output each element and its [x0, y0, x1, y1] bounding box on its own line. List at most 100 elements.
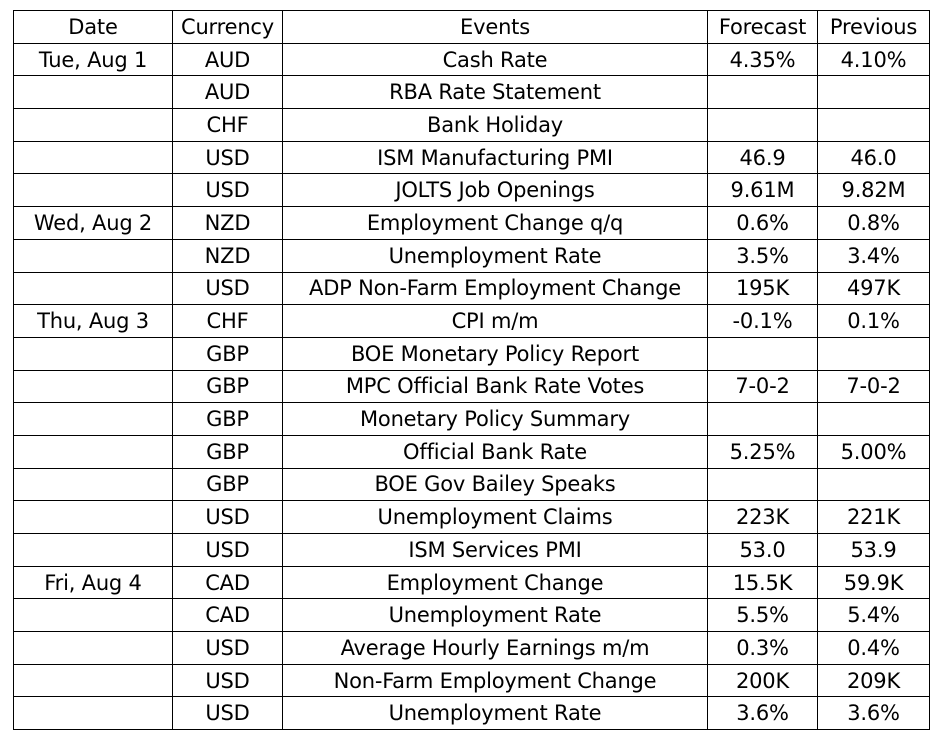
previous-cell: 3.4% — [817, 238, 930, 273]
header-forecast: Forecast — [707, 10, 818, 44]
event-cell: Bank Holiday — [282, 108, 708, 142]
currency-cell: GBP — [172, 402, 283, 436]
previous-cell: 221K — [817, 500, 930, 534]
forecast-cell: 223K — [707, 500, 818, 534]
date-cell — [13, 631, 173, 665]
previous-cell: 53.9 — [817, 533, 930, 567]
date-cell — [13, 75, 173, 110]
event-cell: MPC Official Bank Rate Votes — [282, 369, 708, 404]
event-cell: BOE Gov Bailey Speaks — [282, 467, 708, 502]
currency-cell: USD — [172, 173, 283, 208]
event-cell: ISM Services PMI — [282, 533, 708, 567]
table-row: AUD RBA Rate Statement — [13, 75, 930, 110]
date-cell — [13, 238, 173, 273]
forecast-cell: 9.61M — [707, 173, 818, 208]
event-cell: Employment Change q/q — [282, 206, 708, 240]
currency-cell: NZD — [172, 238, 283, 273]
date-cell — [13, 336, 173, 371]
date-cell: Fri, Aug 4 — [13, 565, 173, 600]
table-row: Thu, Aug 3 CHF CPI m/m -0.1% 0.1% — [13, 304, 930, 338]
previous-cell: 9.82M — [817, 173, 930, 208]
date-cell — [13, 533, 173, 567]
forecast-cell: 5.25% — [707, 434, 818, 469]
forecast-cell: 46.9 — [707, 140, 818, 175]
currency-cell: NZD — [172, 206, 283, 240]
economic-calendar-table: Date Currency Events Forecast Previous T… — [13, 10, 930, 731]
previous-cell: 46.0 — [817, 140, 930, 175]
date-cell — [13, 369, 173, 404]
currency-cell: AUD — [172, 42, 283, 77]
currency-cell: USD — [172, 140, 283, 175]
currency-cell: USD — [172, 631, 283, 665]
forecast-cell: 15.5K — [707, 565, 818, 600]
date-cell: Wed, Aug 2 — [13, 206, 173, 240]
previous-cell: 0.4% — [817, 631, 930, 665]
currency-cell: USD — [172, 696, 283, 731]
event-cell: Official Bank Rate — [282, 434, 708, 469]
header-date: Date — [13, 10, 173, 44]
event-cell: ISM Manufacturing PMI — [282, 140, 708, 175]
date-cell — [13, 500, 173, 534]
date-cell: Tue, Aug 1 — [13, 42, 173, 77]
event-cell: RBA Rate Statement — [282, 75, 708, 110]
header-currency: Currency — [172, 10, 283, 44]
previous-cell: 3.6% — [817, 696, 930, 731]
table-row: CHF Bank Holiday — [13, 108, 930, 142]
table-row: GBP Monetary Policy Summary — [13, 402, 930, 436]
previous-cell — [817, 108, 930, 142]
table-row: USD Average Hourly Earnings m/m 0.3% 0.4% — [13, 631, 930, 665]
date-cell — [13, 598, 173, 633]
currency-cell: GBP — [172, 336, 283, 371]
currency-cell: CHF — [172, 304, 283, 338]
event-cell: Employment Change — [282, 565, 708, 600]
previous-cell: 4.10% — [817, 42, 930, 77]
forecast-cell: 3.6% — [707, 696, 818, 731]
forecast-cell: 195K — [707, 271, 818, 306]
table-row: USD Non-Farm Employment Change 200K 209K — [13, 663, 930, 698]
currency-cell: CHF — [172, 108, 283, 142]
date-cell: Thu, Aug 3 — [13, 304, 173, 338]
event-cell: Non-Farm Employment Change — [282, 663, 708, 698]
forecast-cell — [707, 402, 818, 436]
event-cell: BOE Monetary Policy Report — [282, 336, 708, 371]
currency-cell: USD — [172, 533, 283, 567]
date-cell — [13, 173, 173, 208]
date-cell — [13, 271, 173, 306]
event-cell: Unemployment Claims — [282, 500, 708, 534]
previous-cell — [817, 467, 930, 502]
previous-cell: 0.1% — [817, 304, 930, 338]
table-row: CAD Unemployment Rate 5.5% 5.4% — [13, 598, 930, 633]
currency-cell: AUD — [172, 75, 283, 110]
table-row: GBP BOE Gov Bailey Speaks — [13, 467, 930, 502]
forecast-cell: 53.0 — [707, 533, 818, 567]
forecast-cell — [707, 108, 818, 142]
table-row: GBP MPC Official Bank Rate Votes 7-0-2 7-0-… — [13, 369, 930, 404]
forecast-cell — [707, 336, 818, 371]
table-row: GBP Official Bank Rate 5.25% 5.00% — [13, 434, 930, 469]
previous-cell: 5.00% — [817, 434, 930, 469]
table-row: Fri, Aug 4 CAD Employment Change 15.5K 59.9K — [13, 565, 930, 600]
event-cell: JOLTS Job Openings — [282, 173, 708, 208]
table-row: USD ADP Non-Farm Employment Change 195K 497… — [13, 271, 930, 306]
table-row: GBP BOE Monetary Policy Report — [13, 336, 930, 371]
date-cell — [13, 402, 173, 436]
table-row: NZD Unemployment Rate 3.5% 3.4% — [13, 238, 930, 273]
currency-cell: USD — [172, 271, 283, 306]
currency-cell: CAD — [172, 565, 283, 600]
previous-cell — [817, 336, 930, 371]
currency-cell: GBP — [172, 369, 283, 404]
event-cell: Unemployment Rate — [282, 238, 708, 273]
forecast-cell: 7-0-2 — [707, 369, 818, 404]
previous-cell: 497K — [817, 271, 930, 306]
date-cell — [13, 434, 173, 469]
previous-cell — [817, 75, 930, 110]
date-cell — [13, 696, 173, 731]
previous-cell: 0.8% — [817, 206, 930, 240]
forecast-cell: 3.5% — [707, 238, 818, 273]
table-row: USD Unemployment Claims 223K 221K — [13, 500, 930, 534]
header-previous: Previous — [817, 10, 930, 44]
event-cell: Cash Rate — [282, 42, 708, 77]
table-row: USD ISM Services PMI 53.0 53.9 — [13, 533, 930, 567]
forecast-cell: 4.35% — [707, 42, 818, 77]
currency-cell: USD — [172, 500, 283, 534]
